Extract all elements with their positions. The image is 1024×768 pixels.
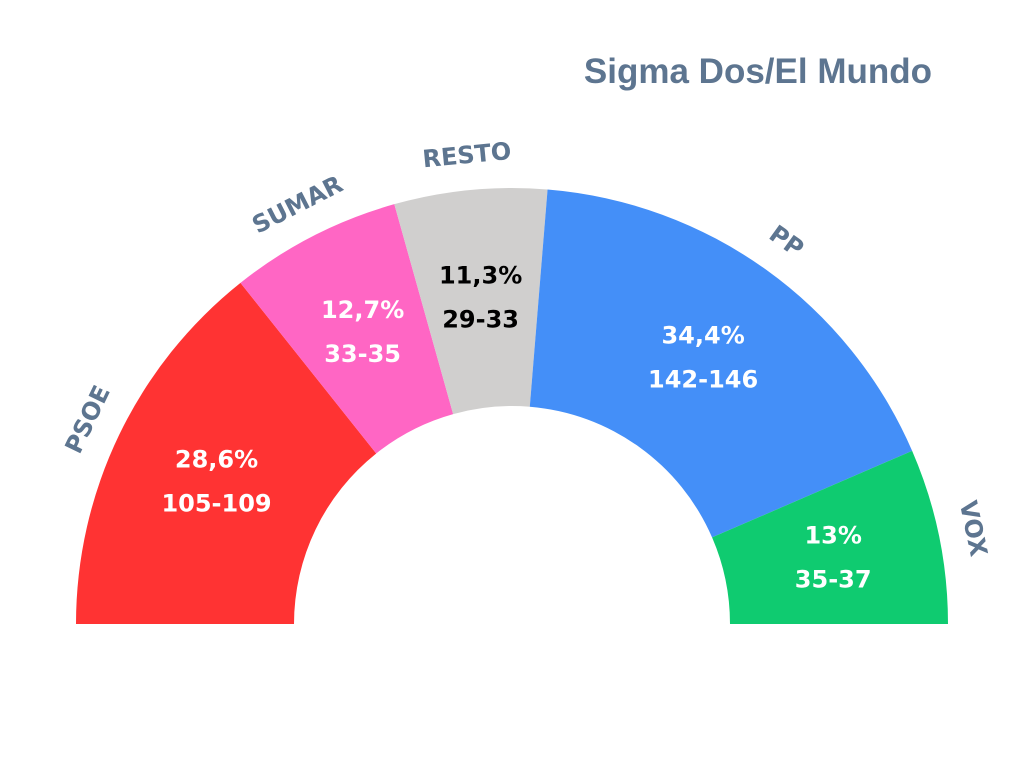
slice-pp — [529, 189, 913, 538]
percent-label-pp: 34,4% — [661, 321, 744, 349]
percent-label-vox: 13% — [804, 521, 861, 549]
percent-label-psoe: 28,6% — [175, 446, 258, 474]
party-label-vox: VOX — [954, 498, 993, 559]
party-label-pp: PP — [764, 220, 809, 263]
slice-sumar — [240, 204, 454, 454]
seats-label-pp: 142-146 — [648, 365, 758, 393]
slice-psoe — [76, 282, 377, 624]
party-label-resto: RESTO — [421, 137, 512, 173]
chart-title: Sigma Dos/El Mundo — [583, 52, 932, 91]
party-label-psoe: PSOE — [60, 381, 116, 458]
slice-resto — [394, 188, 548, 415]
chart-slices — [76, 188, 948, 624]
seats-label-vox: 35-37 — [795, 565, 872, 593]
seats-label-psoe: 105-109 — [161, 490, 271, 518]
seats-label-sumar: 33-35 — [324, 340, 401, 368]
percent-label-sumar: 12,7% — [321, 296, 404, 324]
seats-label-resto: 29-33 — [442, 306, 519, 334]
slice-vox — [712, 450, 948, 624]
percent-label-resto: 11,3% — [439, 262, 522, 290]
